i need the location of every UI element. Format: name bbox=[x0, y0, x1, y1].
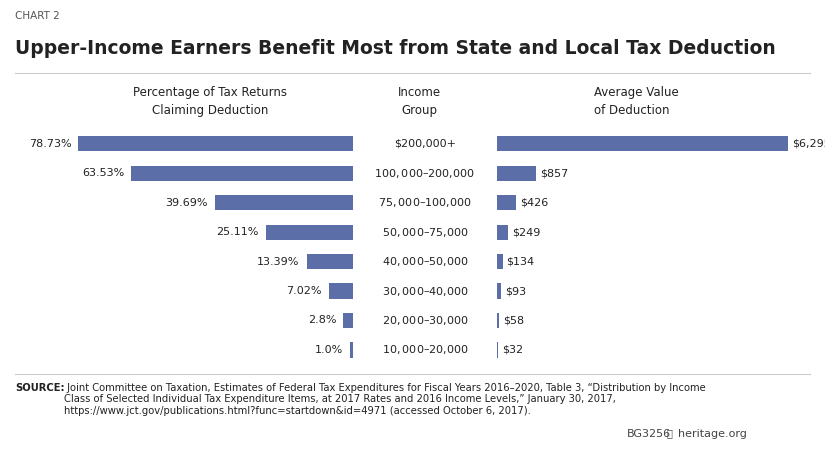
Text: 7.02%: 7.02% bbox=[286, 286, 322, 296]
Text: heritage.org: heritage.org bbox=[678, 429, 747, 439]
Text: $93: $93 bbox=[505, 286, 526, 296]
Bar bbox=[497, 136, 788, 151]
Bar bbox=[497, 166, 536, 181]
Bar bbox=[266, 225, 353, 240]
Text: $40,000–$50,000: $40,000–$50,000 bbox=[381, 255, 469, 268]
Text: BG3256: BG3256 bbox=[627, 429, 671, 439]
Text: Joint Committee on Taxation, Estimates of Federal Tax Expenditures for Fiscal Ye: Joint Committee on Taxation, Estimates o… bbox=[64, 383, 705, 416]
Text: $6,295: $6,295 bbox=[792, 139, 825, 149]
Bar bbox=[497, 313, 499, 328]
Text: $20,000–$30,000: $20,000–$30,000 bbox=[381, 314, 469, 327]
Bar bbox=[497, 225, 508, 240]
Text: $200,000+: $200,000+ bbox=[394, 139, 456, 149]
Bar bbox=[497, 195, 516, 210]
Text: 🔒: 🔒 bbox=[667, 429, 672, 439]
Text: $30,000–$40,000: $30,000–$40,000 bbox=[381, 284, 469, 298]
Bar bbox=[350, 342, 353, 357]
Text: $426: $426 bbox=[520, 198, 549, 208]
Text: $75,000–$100,000: $75,000–$100,000 bbox=[378, 196, 472, 209]
Text: $10,000–$20,000: $10,000–$20,000 bbox=[381, 343, 469, 357]
Text: $32: $32 bbox=[502, 345, 523, 355]
Text: 13.39%: 13.39% bbox=[257, 256, 299, 267]
Text: 63.53%: 63.53% bbox=[82, 168, 125, 178]
Text: Percentage of Tax Returns
Claiming Deduction: Percentage of Tax Returns Claiming Deduc… bbox=[134, 87, 287, 117]
Text: $249: $249 bbox=[512, 227, 540, 237]
Bar bbox=[214, 195, 353, 210]
Bar bbox=[343, 313, 353, 328]
Text: $58: $58 bbox=[503, 315, 524, 326]
Text: Upper-Income Earners Benefit Most from State and Local Tax Deduction: Upper-Income Earners Benefit Most from S… bbox=[15, 39, 776, 58]
Text: $100,000–$200,000: $100,000–$200,000 bbox=[375, 167, 475, 180]
Bar bbox=[78, 136, 353, 151]
Text: 39.69%: 39.69% bbox=[165, 198, 208, 208]
Bar bbox=[328, 284, 353, 299]
Text: Average Value
of Deduction: Average Value of Deduction bbox=[594, 87, 679, 117]
Bar bbox=[307, 254, 353, 269]
Text: 1.0%: 1.0% bbox=[314, 345, 343, 355]
Bar bbox=[497, 284, 501, 299]
Text: 2.8%: 2.8% bbox=[308, 315, 337, 326]
Bar bbox=[497, 254, 503, 269]
Text: 78.73%: 78.73% bbox=[29, 139, 72, 149]
Text: 25.11%: 25.11% bbox=[216, 227, 258, 237]
Text: $134: $134 bbox=[507, 256, 535, 267]
Text: SOURCE:: SOURCE: bbox=[15, 383, 64, 393]
Text: $50,000–$75,000: $50,000–$75,000 bbox=[381, 226, 469, 239]
Bar bbox=[131, 166, 353, 181]
Bar bbox=[497, 342, 498, 357]
Text: CHART 2: CHART 2 bbox=[15, 11, 59, 21]
Text: Income
Group: Income Group bbox=[398, 87, 441, 117]
Text: $857: $857 bbox=[540, 168, 568, 178]
